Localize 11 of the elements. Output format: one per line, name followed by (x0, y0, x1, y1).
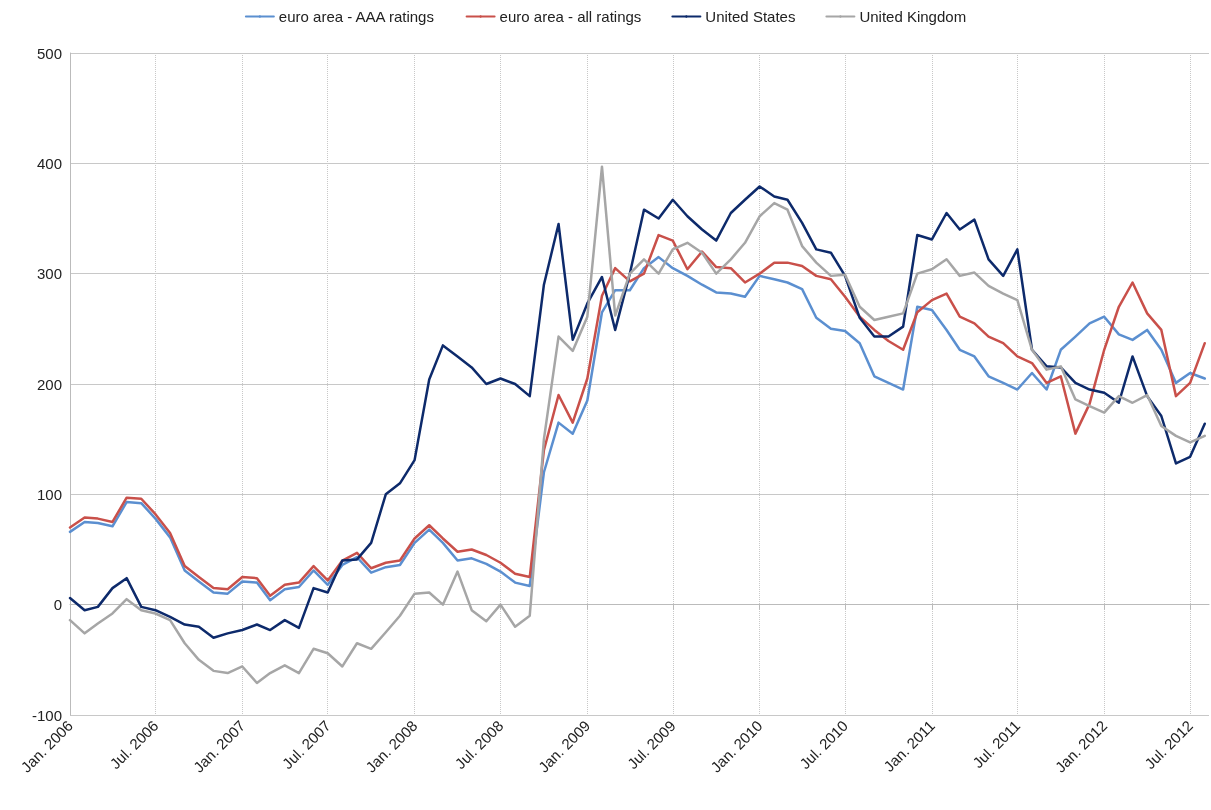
legend-label: euro area - AAA ratings (278, 8, 434, 25)
legend-label: euro area - all ratings (499, 8, 642, 25)
legend-label: United States (705, 8, 796, 25)
y-tick-label: 100 (36, 485, 62, 503)
y-tick-label: 500 (36, 44, 62, 62)
y-tick-label: 0 (53, 596, 62, 614)
y-tick-label: 400 (36, 154, 62, 172)
y-tick-label: -100 (31, 706, 62, 724)
legend-label: United Kingdom (859, 8, 967, 25)
y-tick-label: 200 (36, 375, 62, 393)
y-tick-label: 300 (36, 265, 62, 283)
